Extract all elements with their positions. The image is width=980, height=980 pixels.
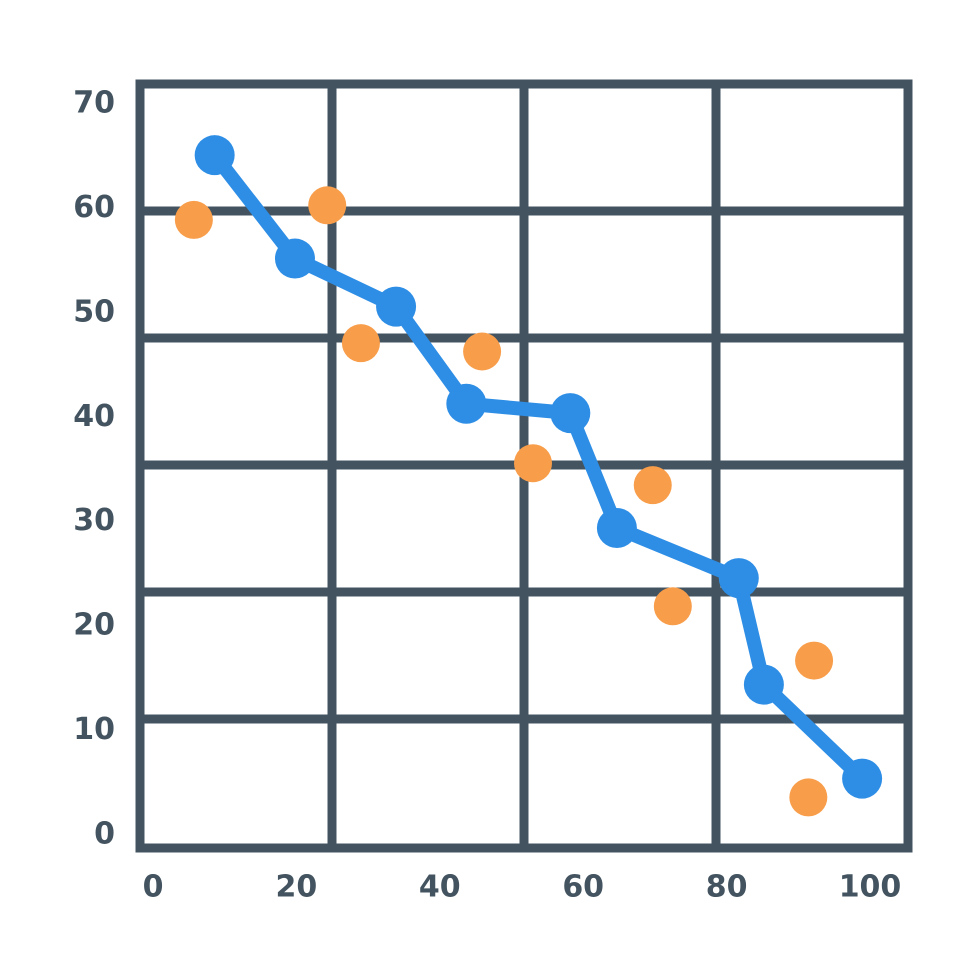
line-marker	[743, 664, 784, 705]
scatter-point	[174, 200, 213, 239]
x-tick-label: 40	[419, 870, 461, 905]
line-marker	[718, 558, 759, 599]
scatter-point	[795, 641, 834, 680]
line-marker	[446, 383, 487, 424]
scatter-point	[514, 444, 553, 483]
y-tick-label: 60	[73, 190, 115, 225]
y-tick-label: 50	[73, 294, 115, 329]
line-marker	[274, 238, 315, 279]
line-marker	[376, 286, 417, 327]
chart-frame	[135, 79, 913, 853]
y-tick-label: 30	[73, 503, 115, 538]
x-tick-label: 20	[276, 870, 318, 905]
y-tick-label: 40	[73, 399, 115, 434]
scatter-point	[341, 324, 380, 363]
line-marker	[550, 393, 591, 434]
x-tick-label: 0	[143, 870, 164, 905]
scatter-point	[463, 332, 502, 371]
y-tick-label: 10	[73, 712, 115, 747]
x-tick-label: 80	[706, 870, 748, 905]
line-marker	[596, 507, 637, 548]
scatter-point	[653, 587, 692, 626]
scatter-point	[789, 778, 828, 817]
scatter-point	[308, 186, 347, 225]
y-tick-label: 20	[73, 608, 115, 643]
y-tick-label: 0	[94, 817, 115, 852]
scatter-point	[633, 466, 672, 505]
x-tick-label: 100	[839, 870, 902, 905]
line-marker	[842, 758, 883, 799]
x-tick-label: 60	[562, 870, 604, 905]
line-marker	[194, 135, 235, 176]
y-tick-label: 70	[73, 86, 115, 121]
